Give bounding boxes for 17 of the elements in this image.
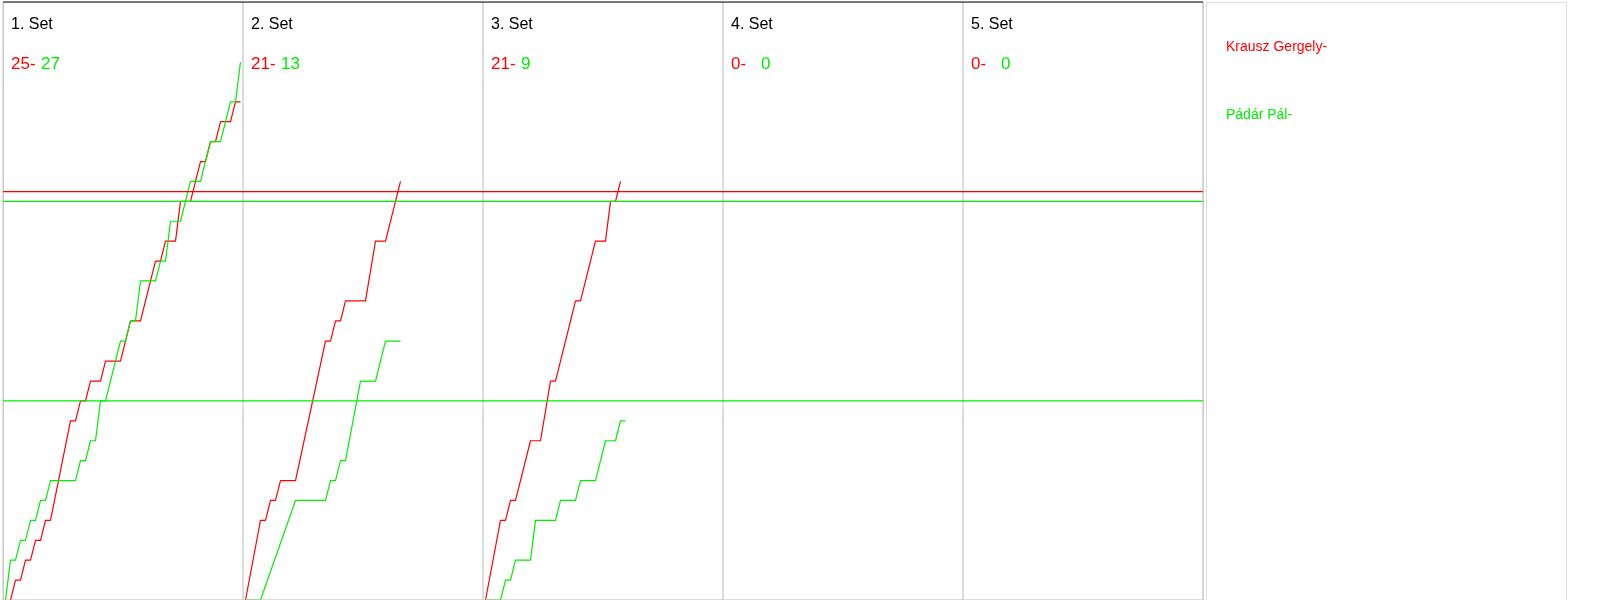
text: 2. Set — [251, 15, 294, 32]
annotation: 27 — [41, 54, 60, 73]
annotation: 0- — [971, 54, 987, 73]
annotation: 9 — [521, 54, 531, 73]
annotation: 21- — [251, 54, 276, 73]
text: 3. Set — [491, 15, 534, 32]
annotation: 0- — [731, 54, 747, 73]
text: 4. Set — [731, 15, 774, 32]
annotation: 0 — [761, 54, 771, 73]
text: Krausz Gergely- — [1226, 38, 1328, 54]
annotation: 13 — [281, 54, 300, 73]
text: 1. Set — [11, 15, 54, 32]
annotation: 25- — [11, 54, 36, 73]
annotation: 21- — [491, 54, 516, 73]
text: 5. Set — [971, 15, 1014, 32]
annotation: 0 — [1001, 54, 1011, 73]
text: Pádár Pál- — [1226, 106, 1293, 122]
